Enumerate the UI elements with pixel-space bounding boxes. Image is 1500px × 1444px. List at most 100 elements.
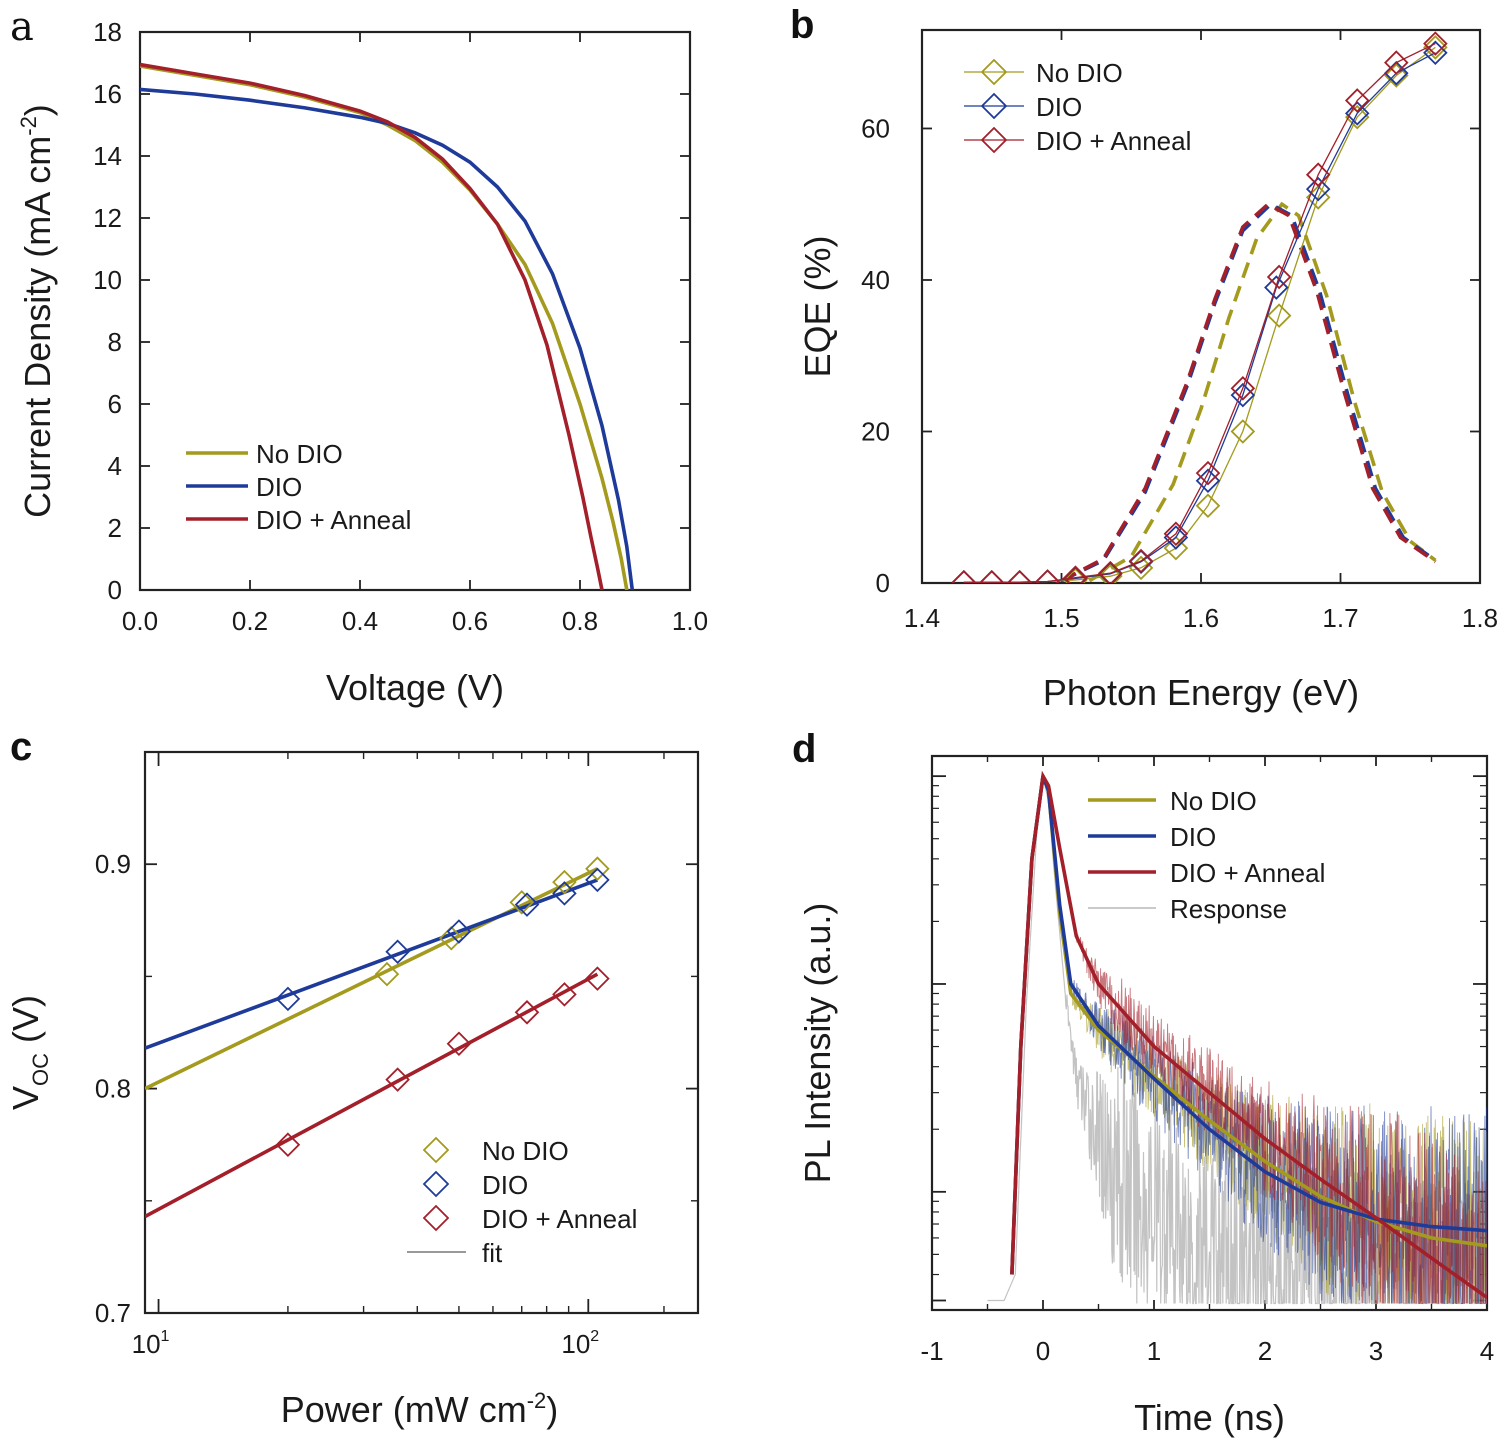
eqe-point: [1230, 419, 1256, 444]
voc-point: [585, 966, 610, 991]
voc-point: [446, 1031, 472, 1056]
voc-point: [275, 1132, 301, 1157]
panel-label-c: c: [10, 725, 32, 769]
eqe-point: [1163, 525, 1189, 550]
x-tick-label: 1.0: [672, 606, 708, 636]
eqe-point: [1305, 176, 1331, 202]
x-axis-label-a: Voltage (V): [326, 667, 504, 708]
legend-marker: [422, 1136, 450, 1164]
panel-label-a: a: [10, 4, 34, 50]
y-tick-label: 14: [93, 141, 122, 171]
x-tick-label: 1.5: [1043, 603, 1079, 633]
legend-marker: [980, 92, 1008, 120]
series-group-a: [140, 62, 635, 590]
x-tick-label: 1.4: [904, 603, 940, 633]
voc-point: [514, 1000, 540, 1025]
eqe-point: [1098, 560, 1123, 583]
y-tick-label: 20: [861, 416, 890, 446]
voc-point: [439, 925, 464, 951]
legend-label: No DIO: [256, 439, 343, 469]
voc-point: [385, 1067, 410, 1092]
eqe-point: [1128, 548, 1154, 574]
x-tick-label: 4: [1480, 1336, 1494, 1366]
panel-b: b 1.4 1.5 1.6 1.7 1.8 0 20 40 60 Photon Energy (eV…: [790, 3, 1498, 713]
x-tick-label: 1.7: [1322, 603, 1358, 633]
legend-marker: [980, 126, 1008, 154]
x-tick-label: 0.8: [562, 606, 598, 636]
y-tick-label: 0: [108, 575, 122, 605]
y-tick-label: 16: [93, 79, 122, 109]
legend-label-fit: fit: [482, 1238, 503, 1268]
eqe-point: [1163, 535, 1189, 561]
voc-point: [552, 869, 577, 895]
legend-label: No DIO: [482, 1136, 569, 1166]
x-tick-label: 3: [1369, 1336, 1383, 1366]
y-tick-label: 0.9: [95, 849, 131, 879]
legend-label: No DIO: [1036, 58, 1123, 88]
eqe-point: [979, 569, 1005, 583]
x-tick-label: 0: [1036, 1336, 1050, 1366]
x-tick-label: 101: [132, 1328, 170, 1359]
absorption-dashed-dio_anneal: [1060, 202, 1437, 583]
legend-label: Response: [1170, 894, 1287, 924]
x-axis-label-b: Photon Energy (eV): [1043, 672, 1359, 713]
voc-point: [585, 867, 610, 893]
series-line-dio_anneal: [140, 62, 604, 590]
raw-trace-response: [987, 775, 1487, 1305]
x-axis-label-c: Power (mW cm-2): [281, 1388, 559, 1430]
legend-label: DIO: [1170, 822, 1216, 852]
panel-d: d -1 0 1 2 3 4 Time (ns) PL Intensity (a.u.) No D…: [792, 727, 1494, 1438]
eqe-point: [1195, 460, 1221, 486]
legend-label: DIO + Anneal: [1170, 858, 1325, 888]
voc-point: [585, 856, 610, 881]
legend-label: DIO: [482, 1170, 528, 1200]
x-tick-label: 102: [561, 1328, 599, 1359]
fit-line-no_dio: [145, 867, 599, 1091]
y-tick-label: 8: [108, 327, 122, 357]
y-tick-label: 4: [108, 451, 122, 481]
voc-point: [552, 881, 577, 906]
legend-marker: [980, 58, 1008, 86]
x-tick-label: 1.6: [1183, 603, 1219, 633]
plot-frame-a: [138, 30, 692, 592]
legend-label: DIO + Anneal: [482, 1204, 637, 1234]
eqe-point: [1195, 493, 1221, 519]
voc-point: [514, 892, 540, 917]
eqe-point: [1230, 376, 1256, 401]
y-tick-label: 18: [93, 17, 122, 47]
eqe-point: [1344, 88, 1370, 113]
x-tick-label: 1.8: [1462, 603, 1498, 633]
fit-curve-dio_anneal: [1010, 770, 1487, 1299]
y-axis-label-a: Current Density (mA cm-2): [16, 104, 58, 518]
y-tick-label: 0.8: [95, 1074, 131, 1104]
absorption-dashed-dio: [1060, 201, 1437, 583]
legend-label: DIO: [1036, 92, 1082, 122]
eqe-point: [1063, 565, 1088, 583]
legend-label: DIO: [256, 472, 302, 502]
x-tick-label: -1: [920, 1336, 943, 1366]
eqe-point: [1007, 569, 1032, 583]
eqe-point: [1423, 40, 1448, 65]
eqe-point: [1163, 521, 1189, 547]
panel-label-b: b: [790, 3, 814, 47]
eqe-point: [1305, 162, 1331, 187]
voc-point: [509, 890, 534, 915]
voc-point: [275, 986, 301, 1012]
legend-label: DIO + Anneal: [1036, 126, 1191, 156]
eqe-point: [1035, 569, 1060, 583]
y-tick-label: 10: [93, 265, 122, 295]
eqe-point: [1423, 35, 1448, 60]
y-axis-label-b: EQE (%): [797, 235, 838, 377]
legend-label: No DIO: [1170, 786, 1257, 816]
legend-label: DIO + Anneal: [256, 505, 411, 535]
x-tick-label: 2: [1258, 1336, 1272, 1366]
series-group-b: [951, 31, 1448, 583]
eqe-point: [1384, 50, 1409, 75]
y-tick-label: 2: [108, 513, 122, 543]
eqe-point: [1384, 63, 1409, 88]
x-tick-label: 0.6: [452, 606, 488, 636]
x-tick-label: 1: [1147, 1336, 1161, 1366]
absorption-dashed-no_dio: [1088, 201, 1437, 583]
series-group-d: [987, 770, 1487, 1305]
